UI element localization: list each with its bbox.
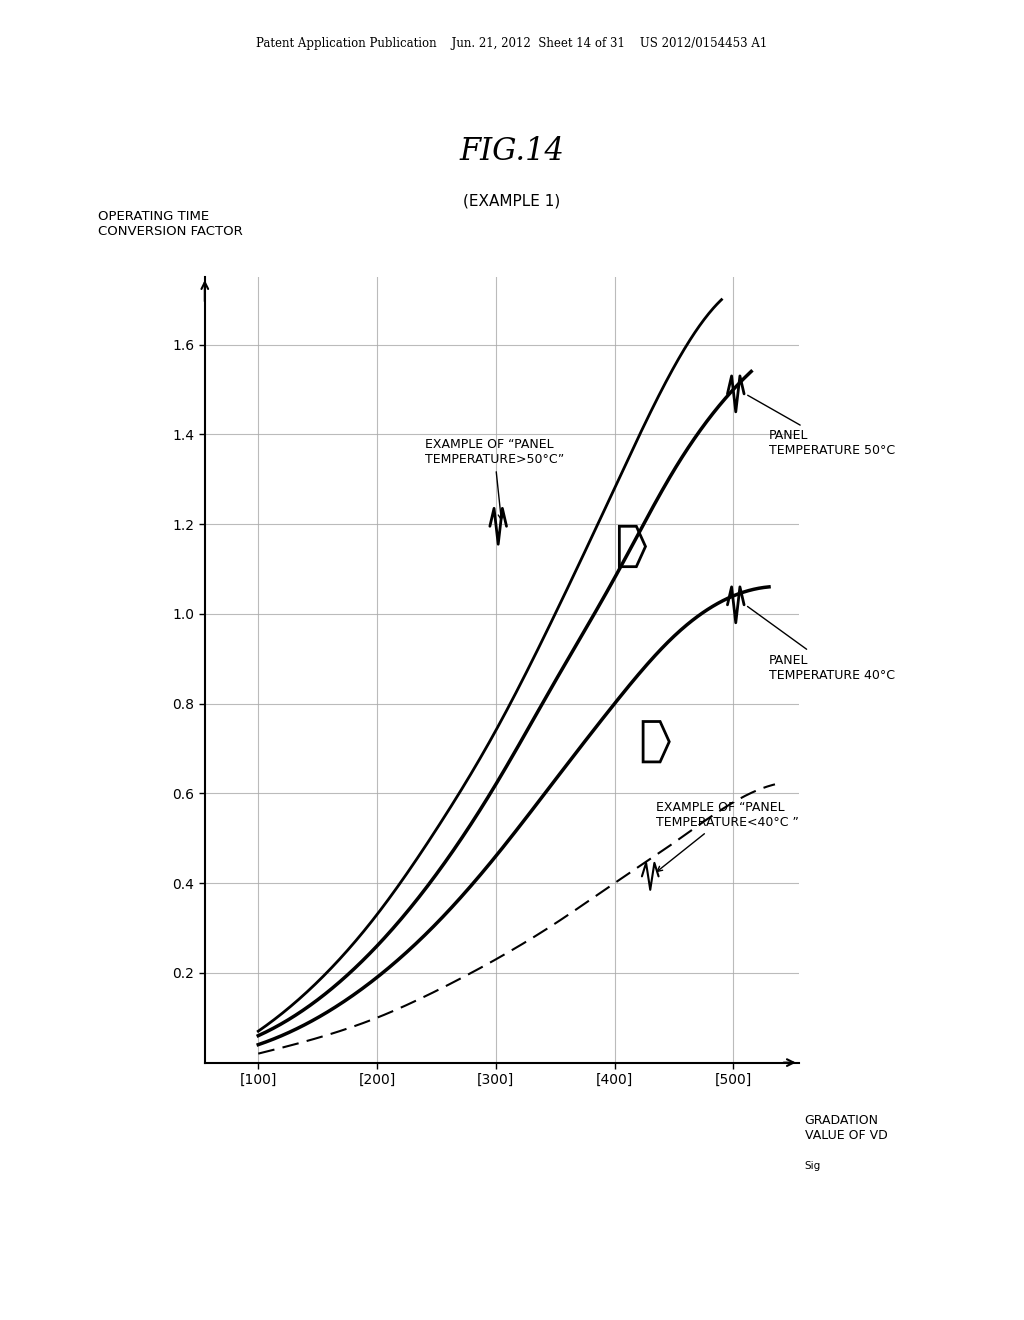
Text: FIG.14: FIG.14 bbox=[460, 136, 564, 168]
Text: Sig: Sig bbox=[805, 1160, 821, 1171]
Text: (EXAMPLE 1): (EXAMPLE 1) bbox=[464, 193, 560, 209]
Text: EXAMPLE OF “PANEL
TEMPERATURE>50°C”: EXAMPLE OF “PANEL TEMPERATURE>50°C” bbox=[425, 438, 564, 520]
Text: EXAMPLE OF “PANEL
TEMPERATURE<40°C ”: EXAMPLE OF “PANEL TEMPERATURE<40°C ” bbox=[656, 801, 799, 871]
Text: OPERATING TIME
CONVERSION FACTOR: OPERATING TIME CONVERSION FACTOR bbox=[98, 210, 243, 238]
Text: PANEL
TEMPERATURE 50°C: PANEL TEMPERATURE 50°C bbox=[748, 395, 895, 457]
Text: PANEL
TEMPERATURE 40°C: PANEL TEMPERATURE 40°C bbox=[748, 606, 895, 681]
Text: GRADATION
VALUE OF VD: GRADATION VALUE OF VD bbox=[805, 1114, 888, 1142]
Text: Patent Application Publication    Jun. 21, 2012  Sheet 14 of 31    US 2012/01544: Patent Application Publication Jun. 21, … bbox=[256, 37, 768, 50]
